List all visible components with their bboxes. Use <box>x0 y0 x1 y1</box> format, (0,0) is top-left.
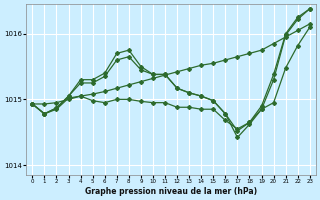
X-axis label: Graphe pression niveau de la mer (hPa): Graphe pression niveau de la mer (hPa) <box>85 187 257 196</box>
